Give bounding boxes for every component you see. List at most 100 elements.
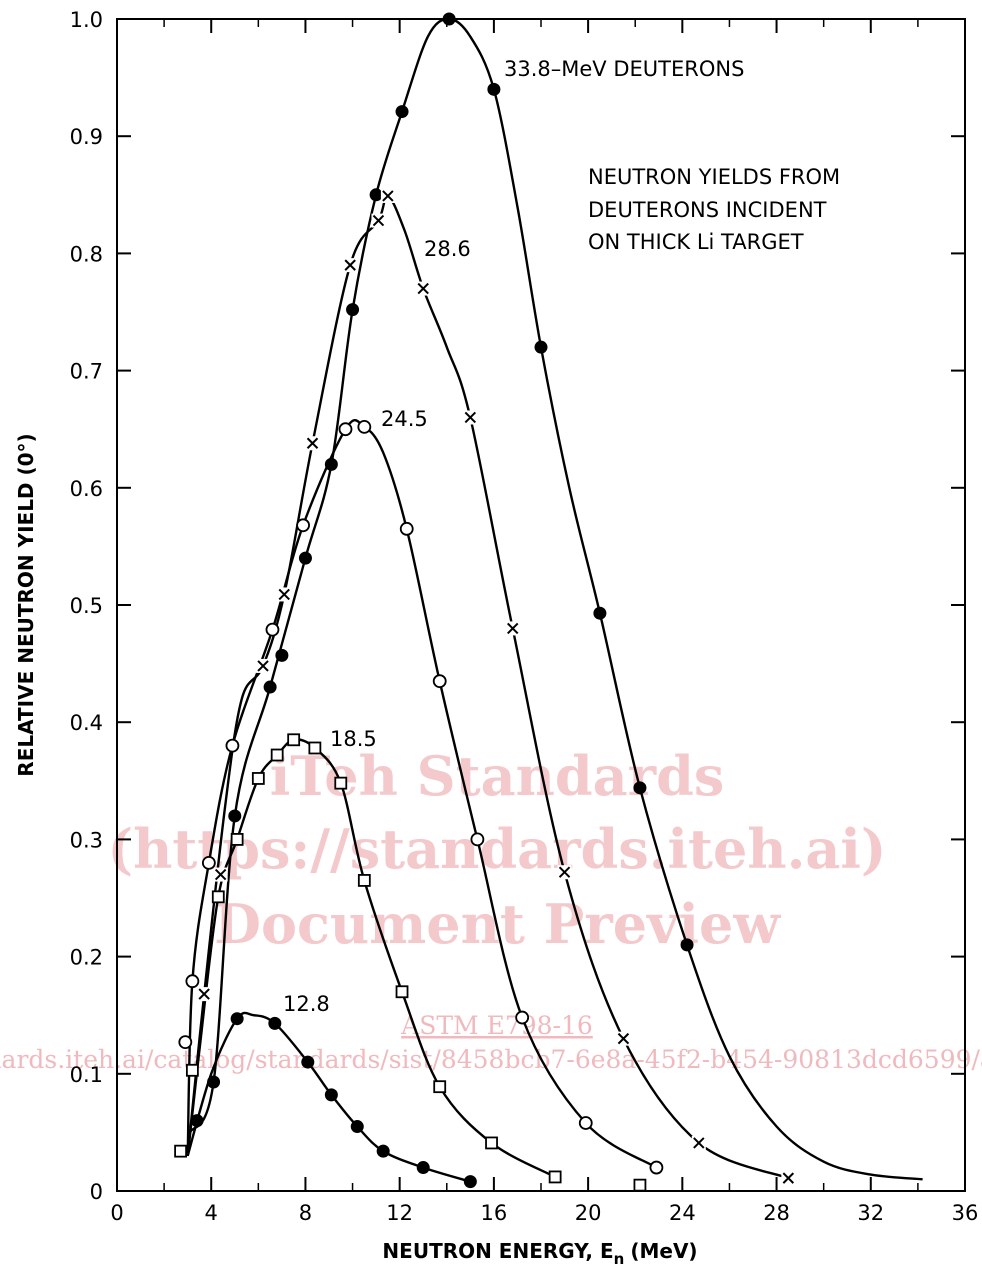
data-point-series-3 bbox=[395, 985, 409, 999]
data-point-series-1 bbox=[197, 987, 212, 1002]
data-point-series-1 bbox=[416, 281, 431, 296]
data-point-series-2 bbox=[432, 674, 447, 689]
x-tick-label: 32 bbox=[857, 1201, 884, 1225]
data-point-series-3 bbox=[357, 874, 371, 887]
annotation-line-2: DEUTERONS INCIDENT bbox=[588, 198, 827, 222]
data-point-series-3 bbox=[334, 776, 348, 790]
data-point-series-0 bbox=[324, 457, 338, 471]
y-tick-label: 0.7 bbox=[70, 360, 103, 384]
y-tick-label: 0.1 bbox=[70, 1063, 103, 1087]
data-point-series-1 bbox=[616, 1031, 631, 1046]
y-axis-title: RELATIVE NEUTRON YIELD (0°) bbox=[14, 433, 38, 776]
data-point-series-2 bbox=[578, 1116, 593, 1130]
data-point-series-3 bbox=[433, 1080, 447, 1094]
data-point-series-0 bbox=[190, 1114, 204, 1128]
x-axis-title: NEUTRON ENERGY, En (MeV) bbox=[382, 1239, 697, 1266]
data-point-series-0 bbox=[395, 105, 409, 119]
data-point-series-3 bbox=[287, 733, 301, 747]
data-point-series-4 bbox=[350, 1120, 364, 1134]
data-point-series-2 bbox=[225, 738, 240, 753]
data-point-series-3 bbox=[230, 833, 244, 846]
watermark: iTeh Standards (https://standards.iteh.a… bbox=[0, 744, 982, 1074]
x-tick-label: 28 bbox=[763, 1201, 790, 1225]
data-point-series-4 bbox=[301, 1055, 315, 1069]
series-label-28-6: 28.6 bbox=[424, 237, 471, 261]
data-point-series-4 bbox=[324, 1088, 338, 1102]
data-point-series-0 bbox=[298, 551, 312, 565]
data-point-series-4 bbox=[463, 1175, 477, 1189]
data-point-series-0 bbox=[487, 82, 501, 96]
watermark-line-4: ASTM E798-16 bbox=[400, 1011, 593, 1040]
axis-ticks: 0 4 8 12 16 20 24 28 32 36 0 0.1 0.2 0.3 0.4 0.5 0.6 0.7 0… bbox=[70, 8, 979, 1225]
y-tick-label: 1.0 bbox=[70, 8, 103, 32]
series-curve-3 bbox=[186, 738, 556, 1178]
data-point-series-1 bbox=[371, 213, 386, 228]
data-point-series-2 bbox=[265, 622, 280, 637]
data-point-series-3 bbox=[174, 1144, 188, 1158]
data-point-series-2 bbox=[649, 1160, 664, 1175]
data-point-series-1 bbox=[380, 188, 395, 203]
data-point-series-1 bbox=[277, 587, 292, 602]
data-point-series-0 bbox=[207, 1075, 221, 1089]
data-point-series-3 bbox=[185, 1063, 199, 1077]
x-tick-label: 0 bbox=[110, 1201, 123, 1225]
data-point-series-0 bbox=[369, 188, 383, 202]
y-tick-label: 0.3 bbox=[70, 828, 103, 852]
data-point-series-2 bbox=[357, 419, 372, 434]
data-point-series-2 bbox=[399, 521, 414, 536]
watermark-line-2: (https://standards.iteh.ai) bbox=[108, 817, 887, 881]
y-tick-label: 0.6 bbox=[70, 477, 103, 501]
data-point-series-1 bbox=[343, 258, 358, 273]
annotation-line-1: NEUTRON YIELDS FROM bbox=[588, 165, 840, 189]
x-tick-label: 12 bbox=[386, 1201, 413, 1225]
data-point-series-3 bbox=[308, 741, 322, 755]
data-point-series-0 bbox=[263, 680, 277, 694]
data-point-series-2 bbox=[338, 422, 353, 437]
data-point-series-0 bbox=[680, 938, 694, 952]
x-tick-label: 24 bbox=[669, 1201, 696, 1225]
series-label-12-8: 12.8 bbox=[283, 992, 330, 1016]
annotation-line-3: ON THICK Li TARGET bbox=[588, 230, 804, 254]
y-tick-label: 0.4 bbox=[70, 711, 103, 735]
data-point-series-3 bbox=[548, 1170, 562, 1184]
series-label-18-5: 18.5 bbox=[330, 727, 377, 751]
data-point-series-2 bbox=[201, 855, 216, 870]
data-point-series-1 bbox=[781, 1171, 796, 1186]
data-point-series-1 bbox=[463, 410, 478, 425]
x-tick-label: 16 bbox=[481, 1201, 508, 1225]
data-point-series-3 bbox=[270, 748, 284, 762]
data-point-series-2 bbox=[515, 1010, 530, 1025]
data-point-series-0 bbox=[442, 12, 456, 26]
data-point-series-2 bbox=[296, 518, 310, 533]
y-tick-label: 0.8 bbox=[70, 242, 103, 266]
data-point-series-1 bbox=[691, 1135, 706, 1150]
x-tick-label: 20 bbox=[575, 1201, 602, 1225]
x-axis-title-subscript: n bbox=[614, 1250, 625, 1266]
data-point-series-0 bbox=[633, 781, 647, 795]
data-point-series-4 bbox=[268, 1016, 282, 1030]
data-point-series-0 bbox=[534, 340, 548, 354]
y-tick-label: 0 bbox=[90, 1180, 103, 1204]
data-point-series-1 bbox=[213, 867, 228, 882]
data-point-series-0 bbox=[228, 809, 242, 823]
data-point-series-3 bbox=[211, 890, 225, 904]
data-point-series-1 bbox=[256, 658, 271, 673]
series-label-24-5: 24.5 bbox=[381, 407, 428, 431]
watermark-line-3: Document Preview bbox=[214, 892, 781, 956]
data-point-series-0 bbox=[593, 606, 607, 620]
data-point-series-3 bbox=[251, 772, 265, 785]
data-point-series-2 bbox=[178, 1035, 193, 1050]
series-markers bbox=[174, 12, 796, 1192]
y-tick-label: 0.9 bbox=[70, 125, 103, 149]
watermark-line-5: https://standards.iteh.ai/catalog/standa… bbox=[0, 1045, 982, 1074]
data-point-series-4 bbox=[376, 1144, 390, 1158]
series-curve-0 bbox=[188, 17, 923, 1181]
data-point-series-4 bbox=[416, 1161, 430, 1175]
y-tick-label: 0.2 bbox=[70, 946, 103, 970]
x-tick-label: 4 bbox=[205, 1201, 218, 1225]
data-point-series-3 bbox=[485, 1136, 498, 1150]
data-point-series-0 bbox=[346, 303, 360, 317]
data-point-series-1 bbox=[505, 621, 520, 636]
y-tick-label: 0.5 bbox=[70, 594, 103, 618]
